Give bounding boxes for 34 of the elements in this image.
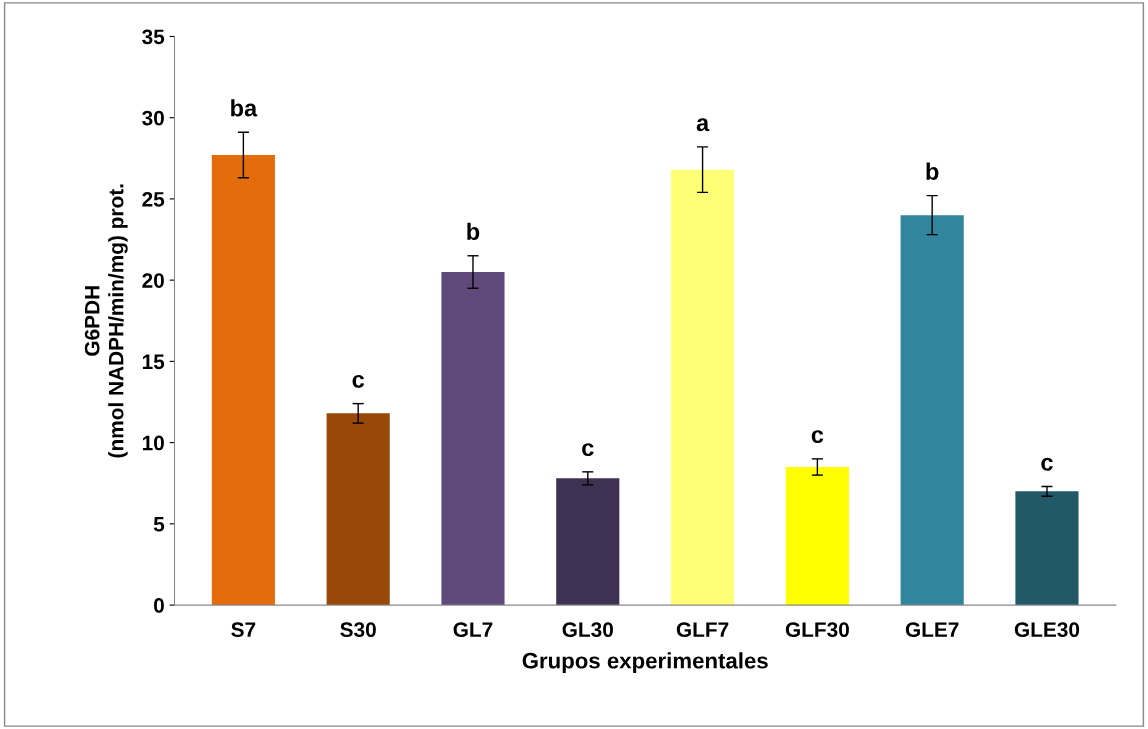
y-tick-label: 10 [142,435,164,451]
bar [1015,491,1079,606]
y-tick-label: 35 [142,29,165,45]
annotation: a [696,118,710,132]
bar [326,413,390,606]
x-axis-title: Grupos experimentales [522,652,768,673]
y-axis-title: G6PDH (nmol NADPH/min/mg) prot. [84,184,128,458]
annotation: c [582,443,594,457]
annotation: c [811,430,824,444]
x-tick-label: GL7 [453,622,493,638]
annotation: c [1041,457,1053,471]
y-tick-label: 30 [142,110,164,126]
x-tick-label: GLE30 [1014,622,1080,638]
annotation: b [467,222,480,240]
x-tick-label: S30 [340,622,376,638]
annotation: b [926,162,939,180]
y-tick-label: 5 [153,517,165,532]
y-tick-label: 0 [154,598,164,613]
annotation: c [352,374,365,388]
bar [211,155,275,606]
x-tick-label: S7 [231,622,256,638]
y-tick-label: 25 [142,191,165,207]
x-tick-label: GLE7 [905,622,959,638]
y-tick-label: 15 [142,354,165,370]
x-tick-label: GLF7 [676,622,729,638]
bar [556,478,620,606]
bar [900,215,964,606]
bar [785,466,849,606]
bar [671,169,735,606]
y-tick-label: 20 [142,273,164,288]
annotation: ba [231,99,258,117]
x-tick-label: GLF30 [785,622,849,638]
x-tick-label: GL30 [562,622,613,638]
bar [441,272,505,606]
